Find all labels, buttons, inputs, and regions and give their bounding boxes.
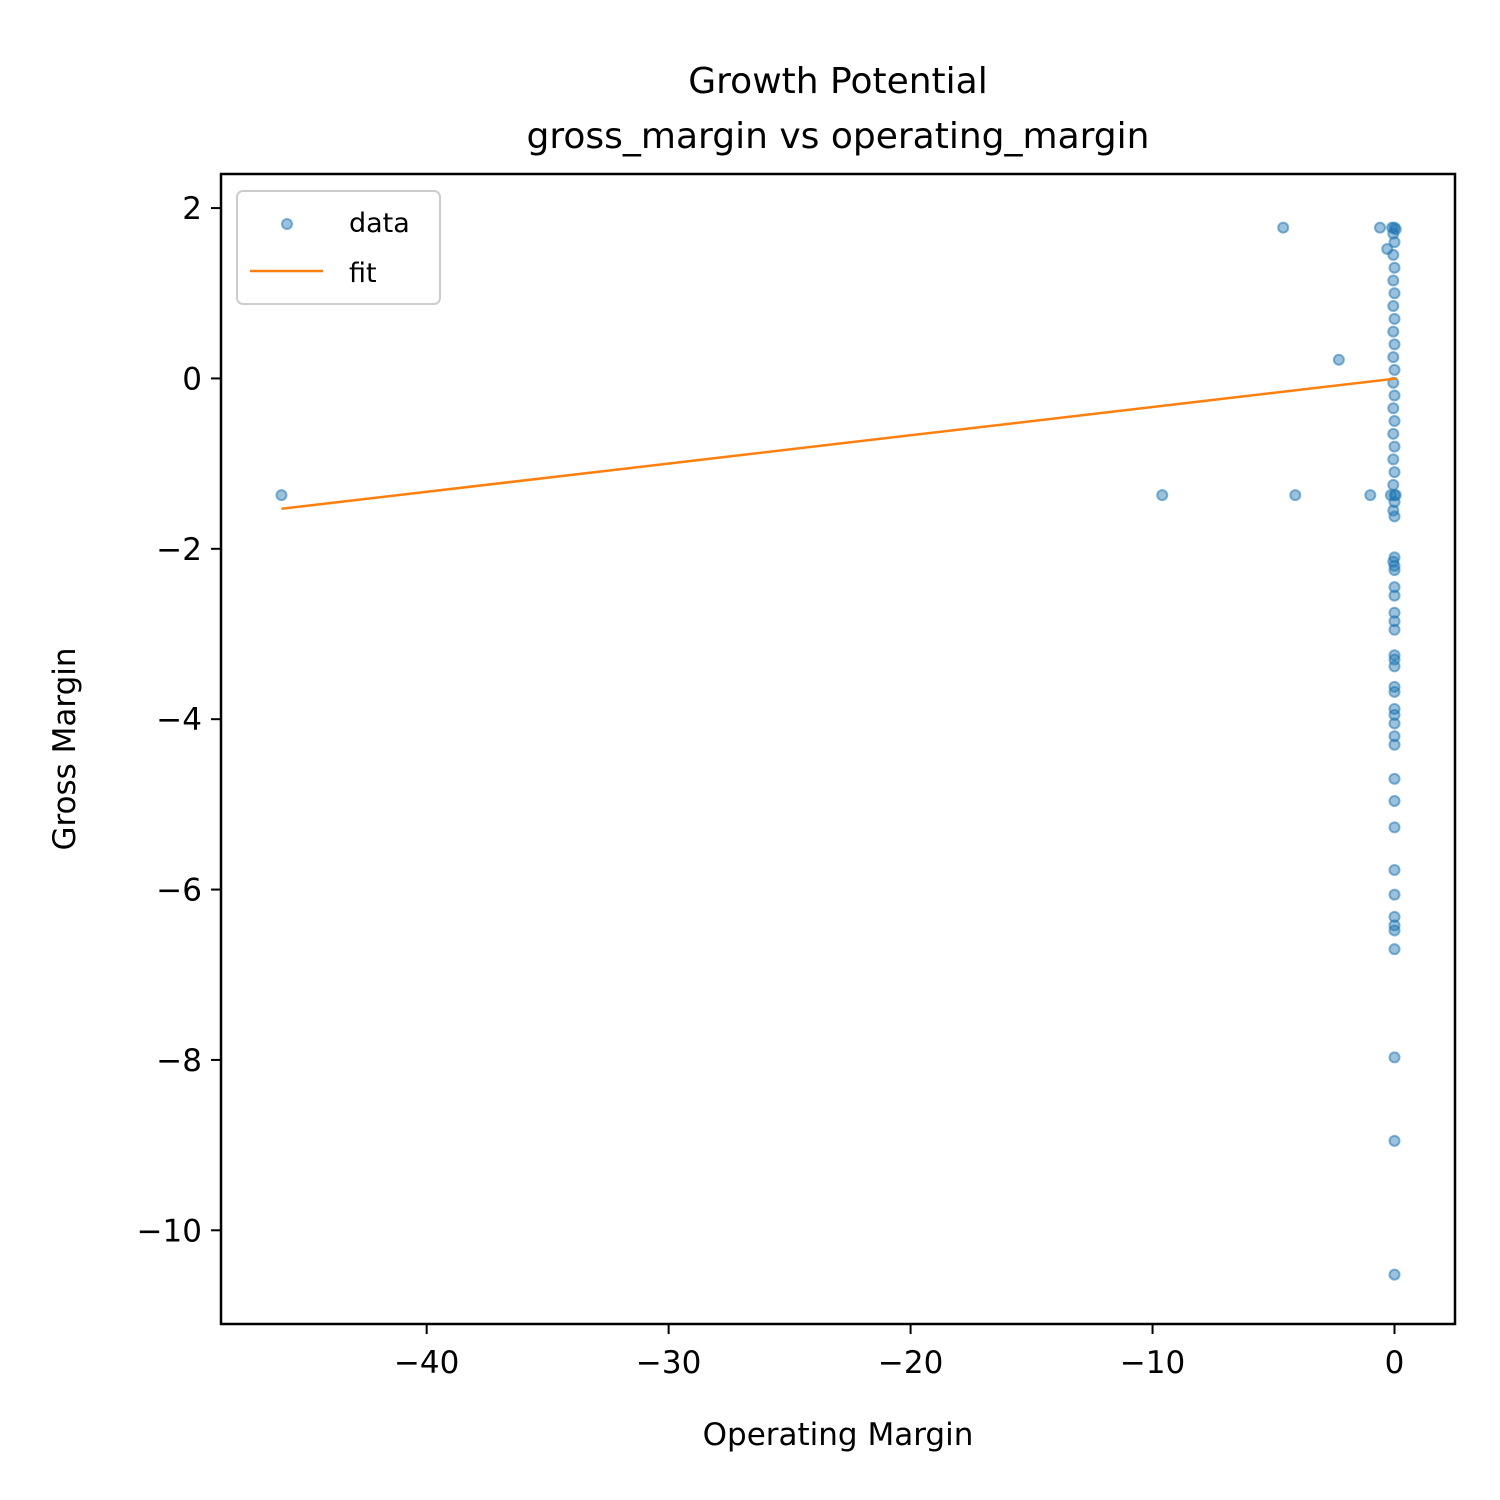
x-axis-label: Operating Margin bbox=[703, 1417, 974, 1453]
data-point bbox=[1388, 943, 1401, 956]
x-axis-ticks: −40 −30 −20 −10 0 bbox=[394, 1324, 1404, 1381]
data-point bbox=[1387, 325, 1400, 338]
data-point bbox=[1364, 489, 1377, 502]
y-axis-ticks: 2 0 −2 −4 −6 −8 −10 bbox=[137, 191, 221, 1249]
data-point bbox=[1388, 615, 1401, 628]
y-tick-label: 2 bbox=[182, 191, 202, 227]
data-point bbox=[1388, 236, 1401, 249]
data-point bbox=[1289, 489, 1302, 502]
data-point bbox=[1388, 606, 1401, 619]
data-point bbox=[1388, 738, 1401, 751]
data-point bbox=[1388, 623, 1401, 636]
data-point bbox=[1387, 453, 1400, 466]
y-tick-label: −2 bbox=[156, 532, 202, 568]
data-point bbox=[1388, 717, 1401, 730]
legend-data-marker bbox=[281, 218, 293, 230]
y-tick-label: 0 bbox=[182, 361, 202, 397]
legend-label-data: data bbox=[349, 208, 410, 239]
data-point bbox=[1388, 924, 1401, 937]
legend-label-fit: fit bbox=[349, 258, 377, 289]
data-point bbox=[1387, 300, 1400, 313]
fit-line bbox=[281, 377, 1398, 511]
data-point bbox=[1388, 863, 1401, 876]
data-point bbox=[1388, 1051, 1401, 1064]
axes-frame bbox=[219, 172, 1457, 1326]
x-tick-label: −30 bbox=[636, 1345, 701, 1381]
data-point bbox=[1388, 772, 1401, 785]
data-point bbox=[1388, 287, 1401, 300]
data-point bbox=[1388, 794, 1401, 807]
data-point bbox=[1388, 708, 1401, 721]
chart-title: Growth Potential bbox=[688, 61, 987, 102]
data-point bbox=[1277, 221, 1290, 234]
data-point bbox=[1387, 227, 1400, 240]
y-tick-label: −4 bbox=[156, 702, 202, 738]
data-point bbox=[1156, 489, 1169, 502]
plot-area bbox=[275, 221, 1402, 1281]
data-point bbox=[275, 489, 288, 502]
data-point bbox=[1388, 1268, 1401, 1281]
data-point bbox=[1388, 495, 1401, 508]
data-point bbox=[1388, 312, 1401, 325]
data-point bbox=[1388, 261, 1401, 274]
data-point bbox=[1388, 660, 1401, 673]
data-point bbox=[1388, 589, 1401, 602]
data-point bbox=[1388, 888, 1401, 901]
data-point bbox=[1388, 685, 1401, 698]
y-tick-label: −8 bbox=[156, 1043, 202, 1079]
y-axis-label: Gross Margin bbox=[47, 647, 83, 850]
data-point bbox=[1388, 510, 1401, 523]
x-tick-label: 0 bbox=[1385, 1345, 1405, 1381]
x-tick-label: −20 bbox=[878, 1345, 943, 1381]
data-point bbox=[1387, 351, 1400, 364]
data-point bbox=[1388, 910, 1401, 923]
data-point bbox=[1332, 353, 1345, 366]
chart-subtitle: gross_margin vs operating_margin bbox=[527, 116, 1150, 157]
data-point bbox=[1388, 821, 1401, 834]
data-point bbox=[1388, 1134, 1401, 1147]
legend: data fit bbox=[236, 190, 441, 305]
data-point bbox=[1388, 564, 1401, 577]
data-point bbox=[1388, 389, 1401, 402]
data-point bbox=[1387, 478, 1400, 491]
data-point bbox=[1388, 415, 1401, 428]
data-point bbox=[1388, 440, 1401, 453]
x-tick-label: −10 bbox=[1120, 1345, 1185, 1381]
data-point bbox=[1373, 221, 1386, 234]
x-tick-label: −40 bbox=[394, 1345, 459, 1381]
data-point bbox=[1387, 427, 1400, 440]
data-point bbox=[1388, 730, 1401, 743]
data-point bbox=[1388, 338, 1401, 351]
data-point bbox=[1387, 402, 1400, 415]
y-tick-label: −6 bbox=[156, 873, 202, 909]
y-tick-label: −10 bbox=[137, 1213, 202, 1249]
data-point bbox=[1388, 581, 1401, 594]
data-point bbox=[1387, 248, 1400, 261]
data-point bbox=[1388, 363, 1401, 376]
data-point bbox=[1388, 466, 1401, 479]
data-point bbox=[1387, 274, 1400, 287]
